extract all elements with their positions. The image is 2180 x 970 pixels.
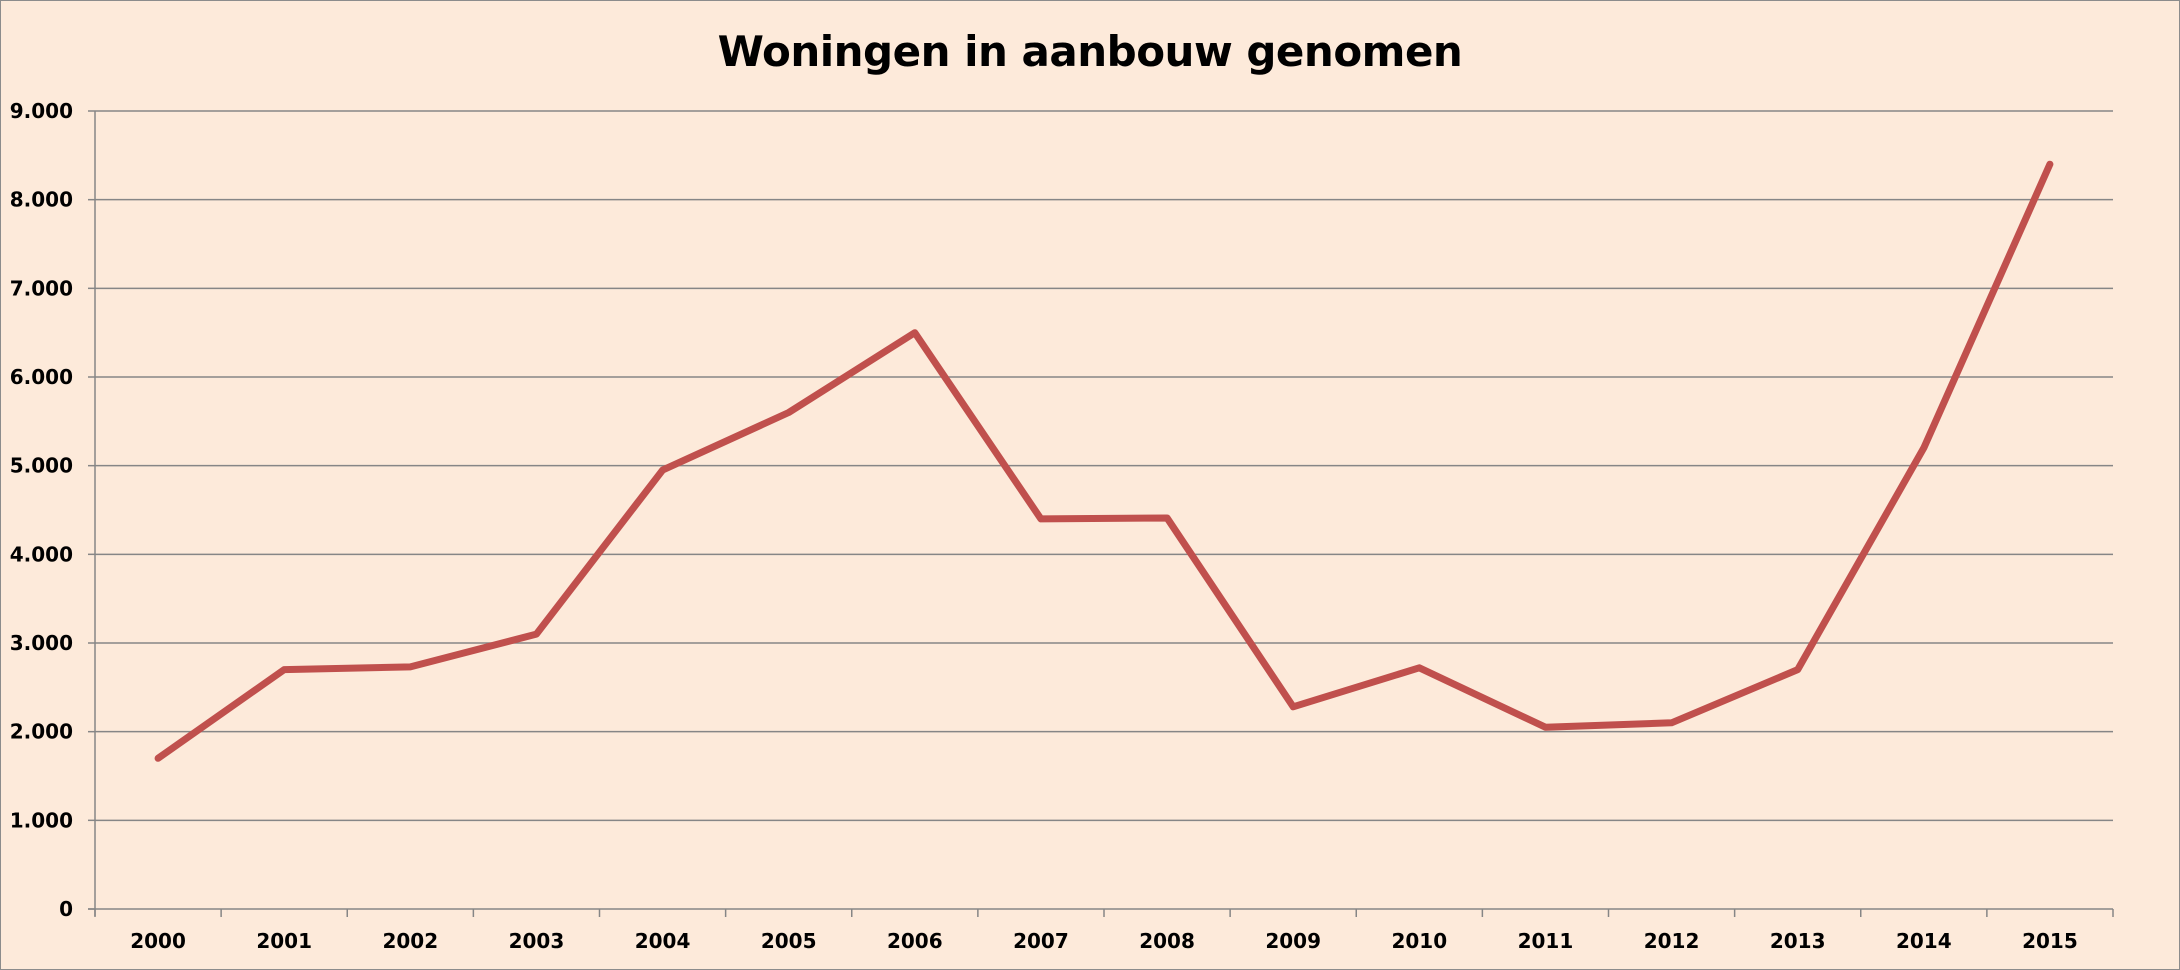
x-tick-label: 2012 bbox=[1644, 929, 1700, 953]
series-layer bbox=[154, 160, 2054, 762]
x-tick-label: 2005 bbox=[761, 929, 817, 953]
x-tick-label: 2009 bbox=[1265, 929, 1321, 953]
y-tick-label: 1.000 bbox=[10, 808, 73, 832]
y-tick-label: 5.000 bbox=[10, 454, 73, 478]
axes bbox=[88, 110, 2114, 917]
x-tick-label: 2003 bbox=[509, 929, 565, 953]
y-tick-label: 8.000 bbox=[10, 188, 73, 212]
x-tick-label: 2001 bbox=[256, 929, 312, 953]
y-tick-label: 6.000 bbox=[10, 365, 73, 389]
x-tick-label: 2002 bbox=[382, 929, 438, 953]
x-tick-label: 2006 bbox=[887, 929, 943, 953]
x-tick-label: 2010 bbox=[1391, 929, 1447, 953]
x-tick-label: 2011 bbox=[1518, 929, 1574, 953]
x-tick-label: 2014 bbox=[1896, 929, 1952, 953]
y-tick-label: 2.000 bbox=[10, 720, 73, 744]
y-tick-labels: 0 1.000 2.000 3.000 4.000 5.000 6.000 7.000 8.00… bbox=[10, 99, 73, 921]
x-tick-label: 2000 bbox=[130, 929, 186, 953]
x-tick-label: 2004 bbox=[635, 929, 691, 953]
y-tick-label: 7.000 bbox=[10, 276, 73, 300]
x-tick-labels: 2000 2001 2002 2003 2004 2005 2006 2007 2008 2009… bbox=[130, 929, 2078, 953]
gridlines bbox=[95, 110, 2113, 822]
x-tick-label: 2013 bbox=[1770, 929, 1826, 953]
y-tick-label: 4.000 bbox=[10, 542, 73, 566]
y-tick-label: 3.000 bbox=[10, 631, 73, 655]
series-line bbox=[154, 160, 2054, 762]
chart-title: Woningen in aanbouw genomen bbox=[717, 27, 1463, 76]
y-tick-label: 9.000 bbox=[10, 99, 73, 123]
x-tick-label: 2007 bbox=[1013, 929, 1069, 953]
y-tick-label: 0 bbox=[59, 897, 73, 921]
x-tick-label: 2008 bbox=[1139, 929, 1195, 953]
x-tick-label: 2015 bbox=[2022, 929, 2078, 953]
